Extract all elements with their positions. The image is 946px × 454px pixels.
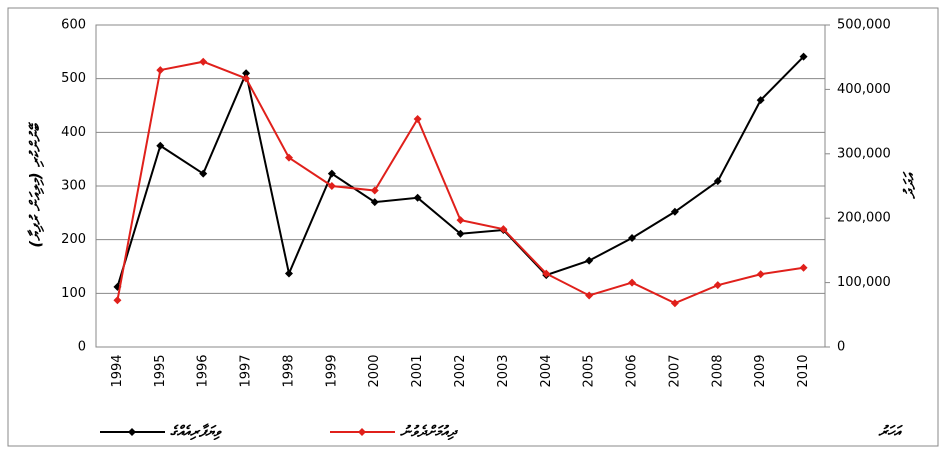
y-tick-label: 600 — [61, 18, 86, 33]
x-tick-label: 1999 — [324, 354, 339, 387]
marker — [370, 198, 379, 207]
y-tick-label: 500 — [61, 71, 86, 86]
marker — [327, 169, 336, 178]
y2-tick-label: 0 — [837, 340, 845, 355]
legend-label: ވިޔަފާރިއެއްގެ — [170, 423, 223, 441]
marker — [370, 186, 379, 195]
marker — [456, 216, 465, 225]
y-tick-label: 300 — [61, 179, 86, 194]
y-tick-label: 200 — [61, 232, 86, 247]
x-tick-label: 2005 — [582, 354, 597, 387]
x-axis-label: އަހަރު — [877, 423, 903, 441]
x-tick-label: 1996 — [196, 354, 211, 387]
marker — [499, 225, 508, 234]
chart-border — [7, 7, 939, 447]
marker — [413, 115, 422, 124]
marker — [156, 66, 165, 75]
x-tick-label: 2001 — [410, 354, 425, 387]
marker — [713, 281, 722, 290]
marker — [670, 299, 679, 308]
y-tick-label: 100 — [61, 286, 86, 301]
marker — [456, 229, 465, 238]
x-tick-label: 2006 — [625, 354, 640, 387]
x-tick-label: 2003 — [496, 354, 511, 387]
legend-marker — [358, 428, 366, 436]
x-tick-label: 1998 — [281, 354, 296, 387]
marker — [628, 278, 637, 287]
y2-tick-label: 400,000 — [837, 82, 891, 97]
marker — [242, 69, 251, 78]
x-tick-label: 2007 — [667, 354, 682, 387]
marker — [242, 74, 251, 83]
marker — [284, 269, 293, 278]
marker — [542, 269, 551, 278]
legend-label: ދިއުމަށްދެވުނު — [400, 423, 458, 441]
x-tick-label: 1994 — [110, 354, 125, 387]
marker — [284, 153, 293, 162]
y-axis-label: (މިލިއަން ރުފިޔާ) ބޭނުންކުރި — [27, 122, 45, 248]
marker — [413, 193, 422, 202]
marker — [628, 234, 637, 243]
y2-tick-label: 500,000 — [837, 18, 891, 33]
x-tick-label: 2000 — [367, 354, 382, 387]
marker — [756, 270, 765, 279]
y2-tick-label: 100,000 — [837, 275, 891, 290]
marker — [799, 263, 808, 272]
x-tick-label: 2004 — [539, 354, 554, 387]
marker — [327, 182, 336, 190]
marker — [199, 169, 208, 178]
x-tick-label: 1995 — [153, 354, 168, 387]
marker — [799, 52, 808, 61]
y2-tick-label: 300,000 — [837, 146, 891, 161]
plot-border — [95, 24, 826, 348]
x-tick-label: 1997 — [239, 354, 254, 387]
marker — [585, 291, 594, 300]
marker — [670, 207, 679, 216]
x-tick-label: 2002 — [453, 354, 468, 387]
marker — [113, 296, 122, 305]
marker — [156, 141, 165, 150]
x-tick-label: 2010 — [796, 354, 811, 387]
legend-marker — [128, 428, 136, 436]
y-tick-label: 400 — [61, 125, 86, 140]
x-tick-label: 2008 — [710, 354, 725, 387]
marker — [585, 256, 594, 265]
marker — [199, 57, 208, 66]
y2-tick-label: 200,000 — [837, 211, 891, 226]
y2-axis-label: އަދަދު — [901, 171, 919, 200]
y-tick-label: 0 — [78, 340, 86, 355]
x-tick-label: 2009 — [753, 354, 768, 387]
marker — [713, 177, 722, 186]
marker — [756, 96, 765, 105]
